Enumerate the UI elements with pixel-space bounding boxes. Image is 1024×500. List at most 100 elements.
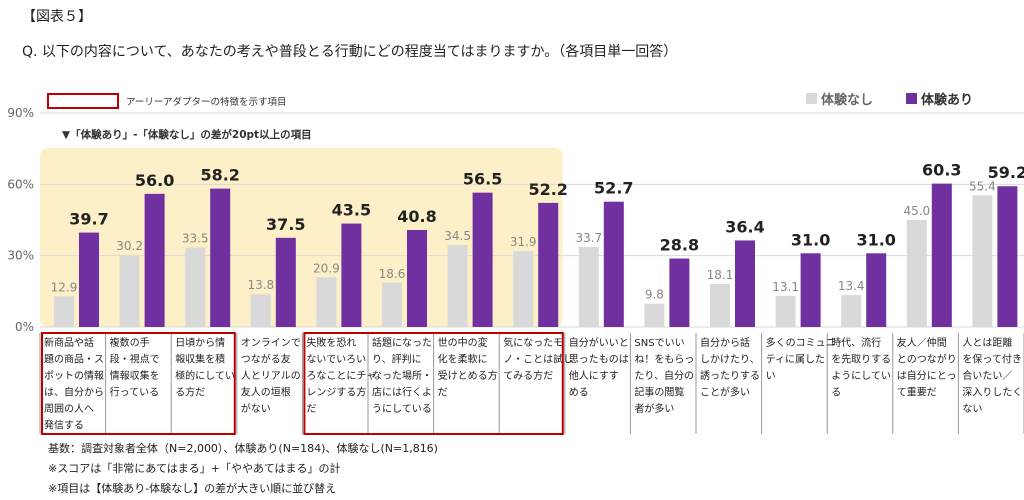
note-score: ※スコアは「非常にあてはまる」+「ややあてはまる」の計 [48,462,341,475]
bar-without [119,255,140,327]
value-label-without: 45.0 [903,204,930,218]
category-label: 自分がいいと [569,336,629,349]
y-tick-label: 30% [7,249,34,263]
value-label-with: 31.0 [791,230,830,249]
category-label: 人とは距離 [962,336,1012,349]
category-label: る [831,387,841,399]
legend-early-adopter-swatch [47,93,119,109]
category-label: める [569,387,589,399]
category-label: SNSでいい [634,338,684,349]
category-label: ね！をもらっ [634,354,694,366]
category-label: 記事の閲覧 [634,386,684,399]
value-label-without: 20.9 [313,261,340,275]
value-label-without: 18.1 [707,268,734,282]
early-adopter-frame [41,332,236,435]
value-label-with: 52.7 [594,179,633,198]
highlight-note: ▼「体験あり」-「体験なし」の差が20pt以上の項目 [62,128,312,141]
bar-with [79,232,99,327]
bar-with [735,240,755,327]
category-label: 情報収集を [110,369,160,382]
value-label-without: 31.9 [510,235,537,249]
category-label: 者が多い [634,402,674,415]
category-label: 話題になった [372,336,432,349]
category-label: たり、自分の [634,369,694,382]
figure-label: 【図表５】 [22,9,92,25]
value-label-without: 13.8 [247,278,274,292]
category-label: 友人の垣根 [241,386,291,399]
value-label-with: 59.2 [988,163,1024,182]
value-label-without: 18.6 [379,267,406,281]
category-label: 日頃から情 [175,336,225,349]
category-label: 受けとめる方 [438,369,498,382]
category-label: は自分にとっ [897,369,957,382]
category-label: 周囲の人へ [44,403,94,415]
category-label: て重要だ [897,386,937,399]
category-label: うにしている [372,403,432,415]
bar-without [513,251,534,327]
category-label: 店には行くよ [372,386,432,399]
value-label-with: 28.8 [660,236,699,255]
category-label: る方だ [175,386,205,399]
value-label-with: 52.2 [528,180,567,199]
note-base: 基数：調査対象者全体（N=2,000）、体験あり(N=184)、体験なし(N=1… [48,442,438,455]
value-label-with: 58.2 [200,166,239,185]
value-label-without: 13.1 [772,280,799,294]
category-label: 誘ったりする [700,369,760,382]
bar-with [603,201,624,327]
bar-without [447,244,468,327]
category-label: ないでいろい [306,354,366,366]
bar-without [644,303,665,327]
y-tick-label: 60% [7,177,34,191]
category-label: 友人／仲間 [897,336,947,349]
category-label: 失敗を恐れ [306,336,356,349]
value-label-without: 12.9 [51,280,78,294]
category-label: 深入りしたく [962,387,1022,399]
value-label-without: 13.4 [838,279,865,293]
value-label-without: 9.8 [645,288,664,302]
category-label: 行っている [110,386,160,399]
bar-without [775,295,796,327]
legend-without-swatch [806,93,817,104]
value-label-without: 33.5 [182,231,209,245]
bar-without [185,247,206,327]
category-label: 合いたい／ [962,369,1012,382]
bar-with [669,258,690,327]
category-label: ポットの情報 [44,369,104,382]
category-label: は、自分から [44,386,104,399]
category-label: り、評判に [372,353,422,366]
category-label: 複数の手 [110,336,150,349]
bar-without [316,277,337,327]
value-label-with: 40.8 [397,207,436,226]
category-label: とのつながり [897,353,957,366]
value-label-without: 34.5 [444,229,471,243]
value-label-with: 43.5 [332,201,371,220]
early-adopter-frame [303,332,564,435]
bar-with [866,253,887,327]
value-label-without: 55.4 [969,179,996,193]
bar-with [341,223,362,327]
value-label-without: 33.7 [575,231,602,245]
category-label: だ [306,403,316,415]
category-label: 多くのコミュニ [766,336,836,349]
bar-with [407,229,427,327]
category-label: 思ったものは [569,354,629,366]
category-label: を先取りする [831,354,891,366]
value-label-with: 56.5 [463,170,502,189]
category-label: 極的にしてい [175,369,235,382]
question-text: Q. 以下の内容について、あなたの考えや普段とる行動にどの程度当てはまりますか。… [22,44,678,60]
bar-with [538,202,559,327]
category-label: ティに属した [766,354,825,366]
bar-without [382,282,402,327]
category-label: ことが多い [700,386,750,399]
legend-without-label: 体験なし [821,92,873,108]
value-label-with: 36.4 [725,217,764,236]
bar-without [710,283,730,327]
value-label-with: 60.3 [922,161,961,180]
category-label: ようにしてい [831,370,891,382]
category-label: 段・視点で [110,353,160,366]
bar-without [972,195,993,327]
category-label: つながる友 [241,353,291,366]
category-label: 報収集を積 [175,353,225,366]
category-label: い [766,371,776,382]
